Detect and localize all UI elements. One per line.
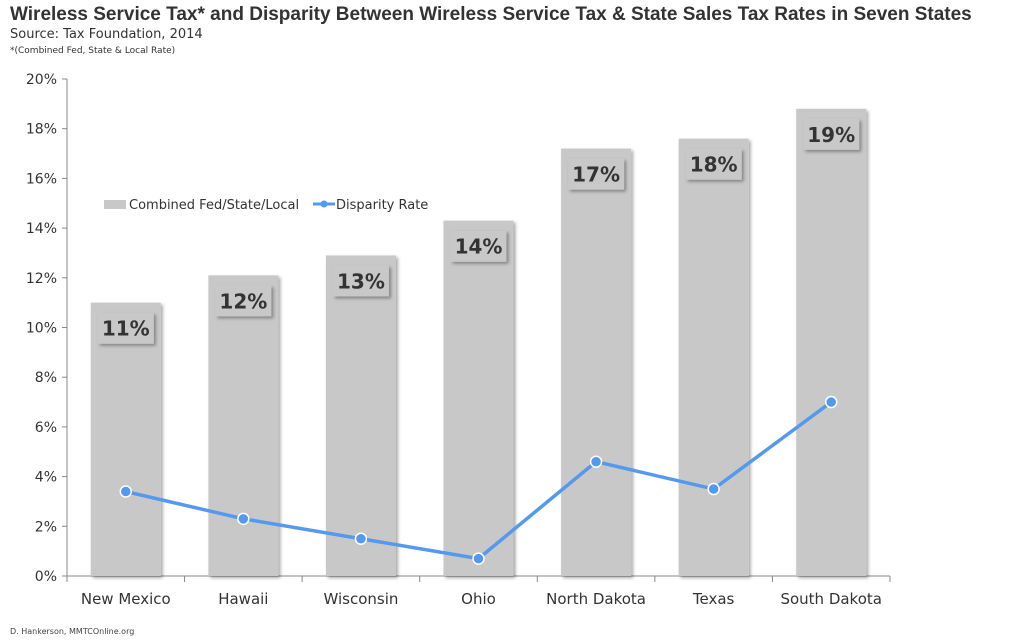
y-tick-label: 2% [35, 519, 57, 535]
data-label: 12% [219, 289, 267, 313]
y-tick-label: 8% [35, 370, 57, 386]
data-label-box [97, 312, 154, 344]
y-tick-label: 6% [35, 420, 57, 436]
category-label: New Mexico [81, 590, 171, 608]
category-label: Wisconsin [323, 590, 398, 608]
data-label: 18% [690, 153, 738, 177]
y-tick-label: 0% [35, 569, 57, 585]
category-label: North Dakota [546, 590, 646, 608]
bar [208, 275, 279, 576]
bar [796, 108, 867, 576]
line-point [237, 512, 250, 526]
line-point [707, 482, 720, 496]
category-label: South Dakota [780, 590, 882, 608]
data-label: 13% [337, 269, 385, 293]
y-tick-label: 10% [26, 321, 57, 337]
y-tick-label: 18% [26, 122, 57, 138]
legend-swatch-bar [104, 200, 126, 209]
data-label: 14% [455, 235, 503, 259]
data-label-box [685, 148, 742, 180]
data-label: 19% [807, 123, 855, 147]
category-label: Ohio [461, 590, 496, 608]
y-tick-label: 16% [26, 171, 57, 187]
bar [678, 138, 749, 576]
chart-note: *(Combined Fed, State & Local Rate) [10, 46, 176, 56]
bar [325, 255, 396, 576]
category-label: Texas [692, 590, 735, 608]
chart-title: Wireless Service Tax* and Disparity Betw… [10, 4, 972, 25]
category-label: Hawaii [218, 590, 268, 608]
data-label-box [215, 285, 272, 317]
legend-label: Disparity Rate [336, 198, 428, 213]
data-label-box [450, 230, 507, 262]
line-point [824, 395, 838, 409]
data-label-box [332, 265, 389, 297]
legend-label: Combined Fed/State/Local [129, 198, 299, 213]
y-tick-label: 20% [26, 72, 57, 88]
y-tick-label: 14% [26, 221, 57, 237]
bar [90, 302, 161, 576]
line-point [354, 532, 368, 545]
data-label-box [803, 118, 860, 150]
line-point [589, 455, 603, 468]
data-label: 11% [102, 317, 150, 341]
line-point [119, 485, 133, 498]
bar [443, 220, 514, 576]
y-tick-label: 12% [26, 271, 57, 287]
data-label: 17% [572, 163, 620, 187]
y-tick-label: 4% [35, 470, 57, 486]
bar [561, 148, 632, 576]
footer-credit: D. Hankerson, MMTCOnline.org [10, 627, 135, 636]
chart-subtitle: Source: Tax Foundation, 2014 [10, 27, 203, 42]
data-label-box [568, 158, 625, 190]
legend-swatch-point [320, 200, 328, 208]
line-point [472, 552, 485, 565]
